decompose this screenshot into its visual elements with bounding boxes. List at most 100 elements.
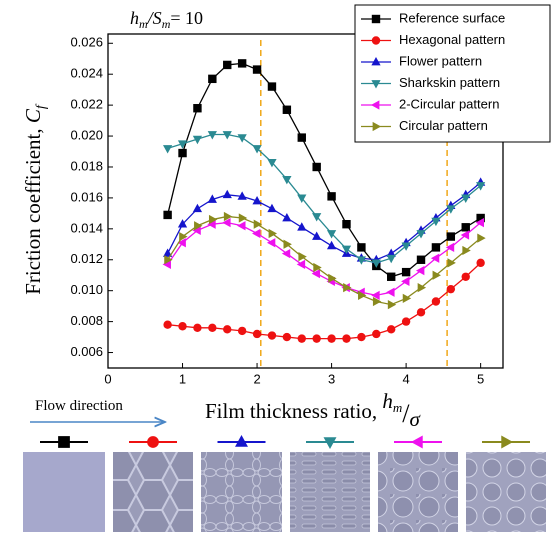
data-point	[267, 82, 277, 91]
data-point	[417, 282, 427, 293]
x-label-part: /	[402, 399, 410, 428]
data-point	[372, 329, 381, 339]
data-point	[311, 269, 321, 279]
data-point	[297, 194, 307, 203]
data-point	[223, 211, 233, 222]
data-point	[313, 262, 322, 273]
y-tick-label: 0.010	[70, 282, 103, 297]
legend-label: Sharkskin pattern	[399, 75, 500, 90]
data-point	[358, 290, 367, 300]
data-point	[460, 230, 470, 240]
legend-label: Circular pattern	[399, 118, 488, 133]
legend-marker	[371, 56, 381, 66]
data-point	[207, 194, 217, 203]
data-point	[371, 290, 380, 300]
data-point	[386, 287, 395, 297]
texture-panel	[113, 452, 193, 532]
data-point	[177, 238, 186, 248]
data-point	[252, 195, 262, 205]
annotation-part: m	[162, 17, 171, 31]
data-point	[401, 267, 411, 277]
data-point	[431, 243, 441, 252]
data-point	[268, 228, 278, 239]
data-point	[164, 255, 173, 265]
texture-panel	[378, 452, 458, 532]
data-point	[431, 217, 441, 227]
data-point	[222, 189, 232, 199]
data-point	[416, 308, 426, 317]
legend-box	[354, 4, 551, 143]
data-point	[297, 334, 306, 343]
data-point	[416, 230, 426, 239]
series-line	[167, 181, 482, 261]
data-point	[356, 256, 367, 265]
data-point	[430, 253, 440, 263]
data-point	[222, 131, 232, 140]
y-tick-label: 0.006	[70, 344, 103, 359]
data-point	[193, 323, 202, 332]
data-point	[401, 276, 410, 287]
y-tick-label: 0.016	[70, 189, 103, 204]
data-point	[237, 191, 247, 200]
data-point	[328, 273, 337, 283]
x-tick-label: 3	[328, 371, 335, 386]
data-point	[296, 259, 306, 270]
data-point	[178, 322, 187, 331]
series-line	[167, 215, 482, 306]
data-point	[475, 218, 485, 228]
texture-panels	[23, 452, 546, 532]
data-point	[266, 238, 276, 248]
data-point	[415, 265, 425, 276]
data-point	[237, 221, 246, 231]
key-marker	[147, 436, 159, 448]
data-point	[327, 334, 336, 343]
data-point	[207, 219, 216, 229]
series-line	[167, 262, 482, 340]
data-point	[192, 135, 203, 145]
key-marker	[235, 434, 248, 447]
data-point	[326, 230, 337, 239]
data-point	[431, 297, 441, 306]
data-point	[476, 182, 486, 191]
y-tick-label: 0.020	[70, 127, 103, 142]
data-point	[326, 240, 337, 250]
y-tick-label: 0.008	[70, 313, 103, 328]
data-point	[476, 258, 485, 268]
data-point	[371, 259, 381, 268]
texture-panel	[290, 452, 370, 532]
data-point	[312, 162, 321, 172]
data-point	[253, 219, 263, 229]
data-point	[177, 140, 188, 149]
data-point	[163, 248, 173, 257]
series-line	[167, 221, 482, 296]
data-point	[192, 203, 203, 213]
data-point	[162, 259, 171, 270]
data-point	[163, 210, 172, 220]
x-tick-label: 5	[477, 371, 484, 386]
key-marker	[410, 435, 423, 449]
data-point	[387, 325, 396, 334]
texture-panel	[23, 452, 105, 532]
key-marker	[58, 436, 70, 448]
data-point	[178, 148, 187, 158]
y-tick-label: 0.012	[70, 251, 103, 266]
y-tick-label: 0.026	[70, 35, 103, 50]
legend-marker	[370, 100, 380, 110]
data-point	[401, 317, 411, 326]
data-point	[193, 104, 202, 113]
legend-marker	[371, 80, 381, 89]
data-point	[357, 332, 366, 342]
x-label-part: Film thickness ratio,	[205, 399, 382, 423]
x-tick-label: 0	[104, 371, 111, 386]
data-point	[386, 248, 396, 257]
data-point	[252, 65, 262, 74]
data-point	[312, 231, 322, 240]
x-axis-label: Film thickness ratio, hm/σ	[205, 389, 421, 431]
data-point	[446, 232, 456, 241]
series-line	[167, 133, 482, 264]
data-point	[312, 334, 321, 343]
data-point	[387, 272, 396, 281]
key-marker	[501, 435, 514, 449]
data-point	[282, 212, 292, 222]
